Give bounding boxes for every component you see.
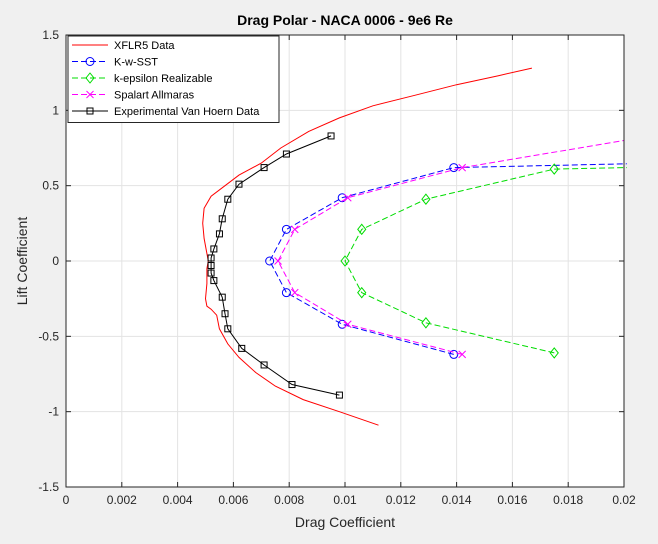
data-point bbox=[335, 391, 343, 399]
data-point bbox=[290, 225, 299, 234]
legend-entry: k-epsilon Realizable bbox=[72, 72, 212, 85]
data-point bbox=[282, 150, 290, 158]
x-marker-stroke bbox=[458, 163, 467, 172]
data-point bbox=[357, 286, 367, 299]
data-point bbox=[281, 288, 291, 298]
legend-marker bbox=[85, 72, 95, 84]
data-point bbox=[224, 195, 232, 203]
series-spalart-allmaras bbox=[274, 140, 625, 359]
legend-label: k-epsilon Realizable bbox=[114, 73, 212, 85]
x-tick-label: 0.002 bbox=[107, 493, 137, 507]
data-point bbox=[327, 132, 335, 140]
x-tick-label: 0.014 bbox=[442, 493, 472, 507]
series-k-epsilon-realizable bbox=[340, 163, 627, 359]
data-series bbox=[202, 67, 627, 426]
data-point bbox=[207, 262, 215, 270]
legend-entry: Spalart Allmaras bbox=[72, 90, 195, 102]
legend-entry: XFLR5 Data bbox=[72, 40, 175, 52]
legend-label: Spalart Allmaras bbox=[114, 90, 195, 102]
x-tick-label: 0.018 bbox=[553, 493, 583, 507]
data-point bbox=[260, 361, 268, 369]
data-point bbox=[215, 230, 223, 238]
x-marker-stroke bbox=[290, 288, 299, 297]
data-point bbox=[290, 288, 299, 297]
legend-marker bbox=[86, 107, 94, 115]
x-tick-label: 0.006 bbox=[218, 493, 248, 507]
data-point bbox=[449, 349, 459, 359]
y-tick-label: 0 bbox=[52, 254, 59, 268]
data-point bbox=[343, 193, 352, 202]
x-marker-stroke bbox=[458, 350, 467, 359]
data-point bbox=[235, 180, 243, 188]
series-line bbox=[277, 140, 625, 355]
x-tick-label: 0.01 bbox=[333, 493, 357, 507]
legend-entry: K-w-SST bbox=[72, 57, 158, 69]
data-point bbox=[207, 254, 215, 262]
x-marker-stroke bbox=[343, 193, 352, 202]
series-experimental-van-hoern-data bbox=[207, 132, 343, 399]
data-point bbox=[224, 325, 232, 333]
data-point bbox=[549, 347, 559, 359]
data-point bbox=[288, 381, 296, 389]
x-marker-stroke bbox=[343, 320, 352, 329]
data-point bbox=[221, 310, 229, 318]
data-point bbox=[458, 350, 467, 359]
x-marker-stroke bbox=[290, 225, 299, 234]
data-point bbox=[210, 245, 218, 253]
series-line bbox=[269, 163, 627, 355]
y-tick-label: 1 bbox=[52, 103, 59, 117]
data-point bbox=[210, 277, 218, 285]
x-axis-label: Drag Coefficient bbox=[295, 514, 395, 530]
data-point bbox=[357, 223, 367, 236]
x-tick-label: 0 bbox=[63, 493, 70, 507]
legend-entry: Experimental Van Hoern Data bbox=[72, 106, 260, 118]
x-tick-label: 0.004 bbox=[163, 493, 193, 507]
series-xflr5-data bbox=[202, 67, 533, 426]
x-tick-label: 0.008 bbox=[274, 493, 304, 507]
y-tick-label: -1.5 bbox=[38, 480, 59, 494]
data-point bbox=[281, 224, 291, 234]
data-point bbox=[421, 193, 431, 206]
data-point bbox=[265, 256, 275, 266]
x-tick-label: 0.02 bbox=[612, 493, 636, 507]
legend-marker bbox=[86, 90, 94, 99]
data-point bbox=[260, 164, 268, 172]
data-point bbox=[238, 344, 246, 352]
series-line bbox=[344, 167, 627, 354]
legend-label: K-w-SST bbox=[114, 57, 158, 69]
x-tick-label: 0.016 bbox=[497, 493, 527, 507]
data-point bbox=[340, 255, 350, 267]
series-line bbox=[202, 67, 533, 426]
data-point bbox=[274, 257, 282, 265]
data-point bbox=[458, 163, 467, 172]
y-axis-label: Lift Coefficient bbox=[14, 217, 30, 306]
axis-ticks: 0 0.002 0.004 0.006 0.008 0.01 0.012 0.014 0.016… bbox=[38, 28, 636, 507]
series-k-w-sst bbox=[265, 163, 627, 359]
series-line bbox=[210, 135, 340, 396]
data-point bbox=[207, 269, 215, 277]
data-point bbox=[449, 163, 459, 173]
y-tick-label: 1.5 bbox=[42, 28, 59, 42]
data-point bbox=[421, 316, 431, 329]
data-point bbox=[218, 215, 226, 223]
y-tick-label: 0.5 bbox=[42, 179, 59, 193]
y-tick-label: -0.5 bbox=[38, 329, 59, 343]
data-point bbox=[218, 293, 226, 301]
data-point bbox=[337, 193, 347, 203]
data-point bbox=[343, 320, 352, 329]
chart-title: Drag Polar - NACA 0006 - 9e6 Re bbox=[237, 12, 453, 28]
legend-label: Experimental Van Hoern Data bbox=[114, 106, 260, 118]
data-point bbox=[337, 319, 347, 329]
x-marker-stroke bbox=[274, 257, 282, 265]
legend-marker bbox=[85, 57, 95, 66]
legend-label: XFLR5 Data bbox=[114, 40, 175, 52]
y-tick-label: -1 bbox=[48, 405, 59, 419]
legend-box bbox=[67, 35, 280, 123]
x-tick-label: 0.012 bbox=[386, 493, 416, 507]
x-marker-stroke bbox=[86, 90, 94, 99]
legend: XFLR5 Data K-w-SST k-epsilon Realizable Spa… bbox=[67, 35, 280, 123]
data-point bbox=[549, 163, 559, 175]
